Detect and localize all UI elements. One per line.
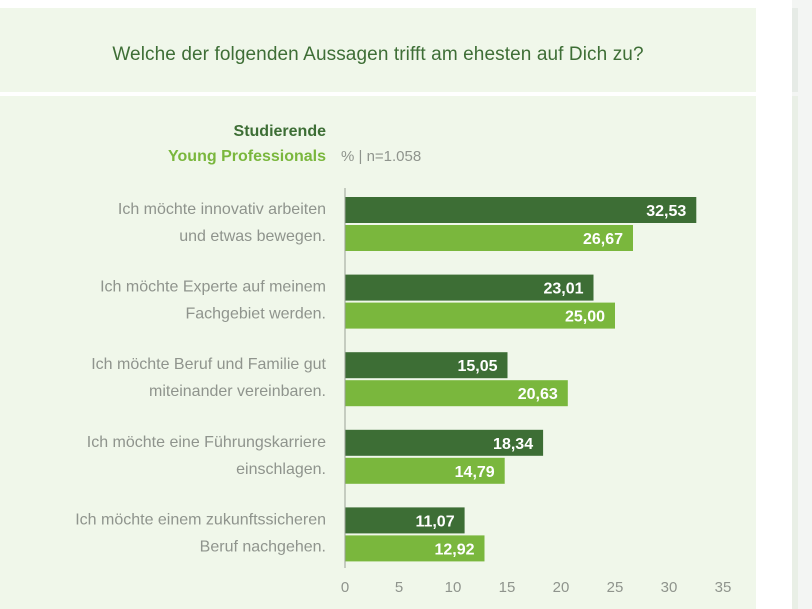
category-label: Beruf nachgehen.	[200, 538, 326, 555]
bar-value-label: 20,63	[518, 386, 558, 403]
bar-s2-c3	[345, 380, 568, 407]
x-tick-label: 25	[607, 579, 624, 596]
bar-value-label: 12,92	[434, 541, 474, 558]
x-tick-label: 35	[715, 579, 732, 596]
category-label: Ich möchte Beruf und Familie gut	[91, 356, 326, 373]
legend-series-1: Studierende	[234, 123, 327, 140]
bar-s1-c1	[345, 197, 697, 223]
bar-s1-c5	[345, 507, 465, 534]
x-tick-label: 0	[341, 579, 349, 596]
bar-s2-c5	[345, 535, 485, 562]
bar-value-label: 15,05	[457, 358, 497, 375]
bar-s1-c4	[345, 429, 544, 456]
x-tick-label: 20	[553, 579, 570, 596]
bar-s1-c3	[345, 352, 508, 379]
category-label: Fachgebiet werden.	[185, 306, 326, 323]
bar-value-label: 11,07	[415, 513, 454, 530]
category-label: Ich möchte einem zukunftssicheren	[75, 511, 326, 528]
chart-title: Welche der folgenden Aussagen trifft am …	[112, 44, 644, 65]
bar-value-label: 26,67	[583, 231, 623, 248]
category-label: Ich möchte innovativ arbeiten	[118, 201, 326, 218]
bar-value-label: 32,53	[646, 203, 686, 220]
x-tick-label: 10	[445, 579, 462, 596]
category-label: Ich möchte eine Führungskarriere	[87, 434, 326, 451]
category-label: Ich möchte Experte auf meinem	[100, 279, 326, 296]
bar-s2-c4	[345, 457, 505, 484]
bar-value-label: 14,79	[455, 464, 495, 481]
x-tick-label: 30	[661, 579, 678, 596]
x-tick-label: 15	[499, 579, 516, 596]
legend-series-2: Young Professionals	[168, 148, 326, 165]
bar-s1-c2	[345, 274, 594, 301]
bar-value-label: 25,00	[565, 309, 605, 326]
title-panel: Welche der folgenden Aussagen trifft am …	[0, 8, 756, 92]
bar-value-label: 18,34	[493, 436, 533, 453]
bar-s2-c1	[345, 225, 633, 251]
x-tick-label: 5	[395, 579, 403, 596]
side-strip	[792, 0, 812, 609]
bar-chart: Studierende Young Professionals % | n=1.05…	[75, 123, 732, 596]
category-label: miteinander vereinbaren.	[149, 383, 326, 400]
bar-value-label: 23,01	[543, 281, 583, 298]
bar-s2-c2	[345, 302, 615, 329]
category-label: und etwas bewegen.	[179, 228, 326, 245]
category-label: einschlagen.	[236, 461, 326, 478]
legend-note: % | n=1.058	[341, 148, 421, 165]
